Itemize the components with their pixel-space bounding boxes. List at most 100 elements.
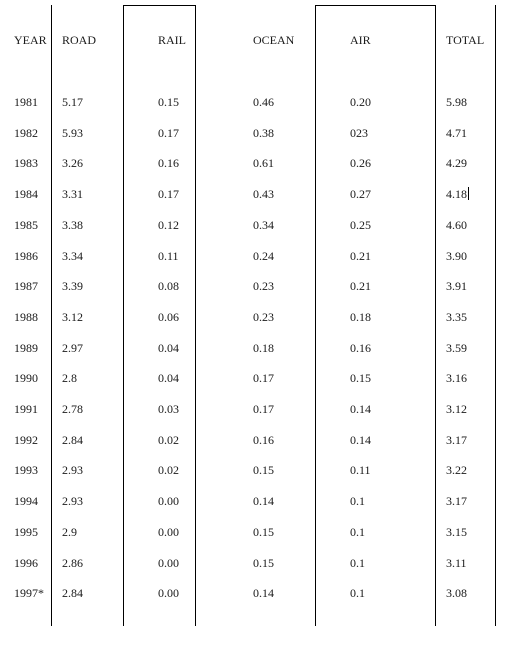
cell-air[interactable]: 0.1 — [350, 525, 365, 539]
cell-ocean[interactable]: 0.16 — [253, 433, 274, 447]
cell-year[interactable]: 1987 — [14, 279, 38, 293]
cell-air[interactable]: 0.27 — [350, 187, 371, 201]
cell-ocean[interactable]: 0.14 — [253, 586, 274, 600]
cell-ocean[interactable]: 0.38 — [253, 126, 274, 140]
cell-total[interactable]: 4.18 — [446, 187, 469, 201]
cell-air[interactable]: 0.14 — [350, 433, 371, 447]
cell-year[interactable]: 1989 — [14, 341, 38, 355]
cell-air[interactable]: 0.18 — [350, 310, 371, 324]
cell-total[interactable]: 3.90 — [446, 249, 467, 263]
cell-road[interactable]: 2.86 — [62, 556, 83, 570]
cell-ocean[interactable]: 0.17 — [253, 371, 274, 385]
cell-rail[interactable]: 0.04 — [158, 341, 179, 355]
cell-air[interactable]: 0.25 — [350, 218, 371, 232]
cell-air[interactable]: 023 — [350, 126, 368, 140]
cell-road[interactable]: 2.84 — [62, 586, 83, 600]
cell-rail[interactable]: 0.17 — [158, 126, 179, 140]
cell-ocean[interactable]: 0.43 — [253, 187, 274, 201]
cell-ocean[interactable]: 0.15 — [253, 556, 274, 570]
cell-year[interactable]: 1983 — [14, 156, 38, 170]
cell-rail[interactable]: 0.00 — [158, 586, 179, 600]
cell-rail[interactable]: 0.00 — [158, 525, 179, 539]
cell-ocean[interactable]: 0.24 — [253, 249, 274, 263]
cell-ocean[interactable]: 0.23 — [253, 310, 274, 324]
cell-year[interactable]: 1991 — [14, 402, 38, 416]
cell-air[interactable]: 0.16 — [350, 341, 371, 355]
cell-road[interactable]: 3.34 — [62, 249, 83, 263]
cell-total[interactable]: 3.22 — [446, 463, 467, 477]
cell-air[interactable]: 0.11 — [350, 463, 371, 477]
cell-ocean[interactable]: 0.34 — [253, 218, 274, 232]
cell-air[interactable]: 0.21 — [350, 279, 371, 293]
cell-year[interactable]: 1981 — [14, 95, 38, 109]
cell-air[interactable]: 0.15 — [350, 371, 371, 385]
cell-rail[interactable]: 0.03 — [158, 402, 179, 416]
cell-air[interactable]: 0.1 — [350, 586, 365, 600]
cell-year[interactable]: 1982 — [14, 126, 38, 140]
cell-year[interactable]: 1990 — [14, 371, 38, 385]
cell-rail[interactable]: 0.16 — [158, 156, 179, 170]
cell-year[interactable]: 1997* — [14, 586, 44, 600]
cell-year[interactable]: 1984 — [14, 187, 38, 201]
cell-year[interactable]: 1996 — [14, 556, 38, 570]
cell-total[interactable]: 3.17 — [446, 433, 467, 447]
cell-total[interactable]: 3.35 — [446, 310, 467, 324]
cell-rail[interactable]: 0.00 — [158, 494, 179, 508]
cell-year[interactable]: 1988 — [14, 310, 38, 324]
cell-total[interactable]: 4.29 — [446, 156, 467, 170]
cell-ocean[interactable]: 0.46 — [253, 95, 274, 109]
cell-total[interactable]: 3.17 — [446, 494, 467, 508]
cell-air[interactable]: 0.14 — [350, 402, 371, 416]
cell-year[interactable]: 1993 — [14, 463, 38, 477]
cell-rail[interactable]: 0.17 — [158, 187, 179, 201]
cell-year[interactable]: 1995 — [14, 525, 38, 539]
cell-total[interactable]: 3.11 — [446, 556, 467, 570]
cell-total[interactable]: 5.98 — [446, 95, 467, 109]
cell-ocean[interactable]: 0.61 — [253, 156, 274, 170]
cell-total[interactable]: 3.12 — [446, 402, 467, 416]
cell-road[interactable]: 2.8 — [62, 371, 77, 385]
cell-year[interactable]: 1986 — [14, 249, 38, 263]
cell-rail[interactable]: 0.11 — [158, 249, 179, 263]
cell-total[interactable]: 3.91 — [446, 279, 467, 293]
cell-road[interactable]: 2.9 — [62, 525, 77, 539]
cell-road[interactable]: 3.38 — [62, 218, 83, 232]
cell-total[interactable]: 3.16 — [446, 371, 467, 385]
cell-year[interactable]: 1994 — [14, 494, 38, 508]
cell-rail[interactable]: 0.04 — [158, 371, 179, 385]
cell-air[interactable]: 0.1 — [350, 556, 365, 570]
cell-ocean[interactable]: 0.15 — [253, 463, 274, 477]
cell-rail[interactable]: 0.02 — [158, 433, 179, 447]
cell-total[interactable]: 4.71 — [446, 126, 467, 140]
cell-rail[interactable]: 0.08 — [158, 279, 179, 293]
cell-total[interactable]: 3.08 — [446, 586, 467, 600]
cell-rail[interactable]: 0.12 — [158, 218, 179, 232]
cell-road[interactable]: 5.93 — [62, 126, 83, 140]
cell-road[interactable]: 3.12 — [62, 310, 83, 324]
cell-ocean[interactable]: 0.18 — [253, 341, 274, 355]
cell-road[interactable]: 2.97 — [62, 341, 83, 355]
cell-rail[interactable]: 0.00 — [158, 556, 179, 570]
cell-road[interactable]: 2.78 — [62, 402, 83, 416]
cell-total[interactable]: 3.59 — [446, 341, 467, 355]
cell-air[interactable]: 0.1 — [350, 494, 365, 508]
cell-rail[interactable]: 0.02 — [158, 463, 179, 477]
cell-road[interactable]: 3.31 — [62, 187, 83, 201]
cell-ocean[interactable]: 0.14 — [253, 494, 274, 508]
cell-road[interactable]: 5.17 — [62, 95, 83, 109]
cell-road[interactable]: 2.93 — [62, 463, 83, 477]
cell-ocean[interactable]: 0.17 — [253, 402, 274, 416]
cell-year[interactable]: 1992 — [14, 433, 38, 447]
cell-ocean[interactable]: 0.23 — [253, 279, 274, 293]
cell-air[interactable]: 0.20 — [350, 95, 371, 109]
cell-rail[interactable]: 0.06 — [158, 310, 179, 324]
cell-ocean[interactable]: 0.15 — [253, 525, 274, 539]
cell-air[interactable]: 0.26 — [350, 156, 371, 170]
cell-road[interactable]: 3.39 — [62, 279, 83, 293]
cell-road[interactable]: 3.26 — [62, 156, 83, 170]
cell-rail[interactable]: 0.15 — [158, 95, 179, 109]
cell-total[interactable]: 3.15 — [446, 525, 467, 539]
cell-road[interactable]: 2.93 — [62, 494, 83, 508]
cell-year[interactable]: 1985 — [14, 218, 38, 232]
cell-total[interactable]: 4.60 — [446, 218, 467, 232]
